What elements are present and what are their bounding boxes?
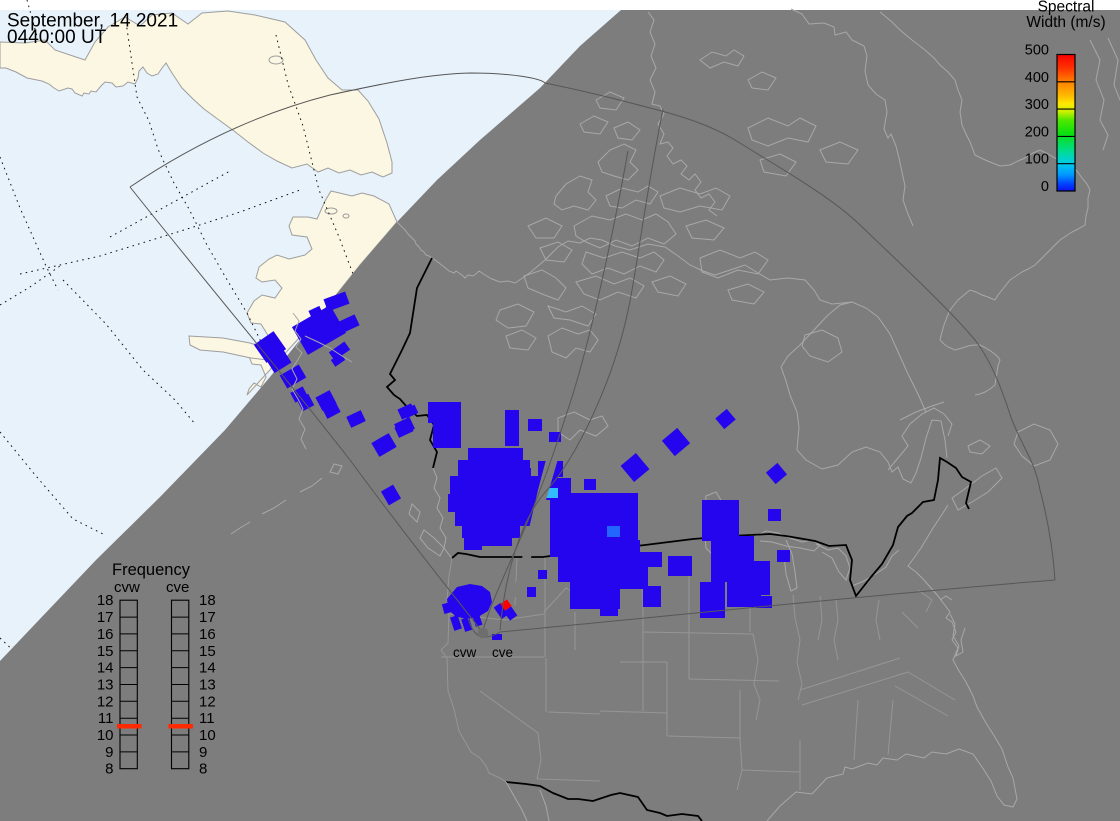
svg-text:18: 18 xyxy=(97,592,114,609)
svg-text:10: 10 xyxy=(97,727,114,744)
svg-text:13: 13 xyxy=(97,676,114,693)
svg-text:16: 16 xyxy=(97,626,114,643)
svg-text:500: 500 xyxy=(1025,43,1049,59)
svg-text:8: 8 xyxy=(105,761,113,778)
svg-text:cve: cve xyxy=(492,645,513,660)
svg-text:14: 14 xyxy=(97,660,114,677)
svg-text:13: 13 xyxy=(199,676,216,693)
svg-text:17: 17 xyxy=(97,609,114,626)
svg-text:0440:00 UT: 0440:00 UT xyxy=(7,27,107,48)
svg-text:Width (m/s): Width (m/s) xyxy=(1026,14,1105,31)
svg-text:18: 18 xyxy=(199,592,216,609)
svg-text:100: 100 xyxy=(1025,152,1049,168)
svg-text:cvw: cvw xyxy=(114,579,140,596)
svg-text:14: 14 xyxy=(199,660,216,677)
svg-text:300: 300 xyxy=(1025,97,1049,113)
svg-text:15: 15 xyxy=(97,643,114,660)
svg-text:12: 12 xyxy=(97,693,114,710)
svg-text:cvw: cvw xyxy=(453,645,477,660)
svg-text:Spectral: Spectral xyxy=(1038,0,1095,16)
svg-text:200: 200 xyxy=(1025,124,1049,140)
svg-text:12: 12 xyxy=(199,693,216,710)
svg-text:11: 11 xyxy=(98,710,114,727)
svg-text:0: 0 xyxy=(1041,179,1049,195)
svg-text:cve: cve xyxy=(166,579,189,596)
svg-text:Frequency: Frequency xyxy=(112,561,191,579)
svg-text:16: 16 xyxy=(199,626,216,643)
svg-text:9: 9 xyxy=(199,744,207,761)
svg-text:9: 9 xyxy=(105,744,113,761)
svg-text:11: 11 xyxy=(199,710,215,727)
svg-text:17: 17 xyxy=(199,609,216,626)
svg-text:8: 8 xyxy=(199,761,207,778)
svg-text:10: 10 xyxy=(199,727,216,744)
svg-text:400: 400 xyxy=(1025,70,1049,86)
svg-text:15: 15 xyxy=(199,643,216,660)
svg-text:September, 14 2021: September, 14 2021 xyxy=(7,11,178,32)
